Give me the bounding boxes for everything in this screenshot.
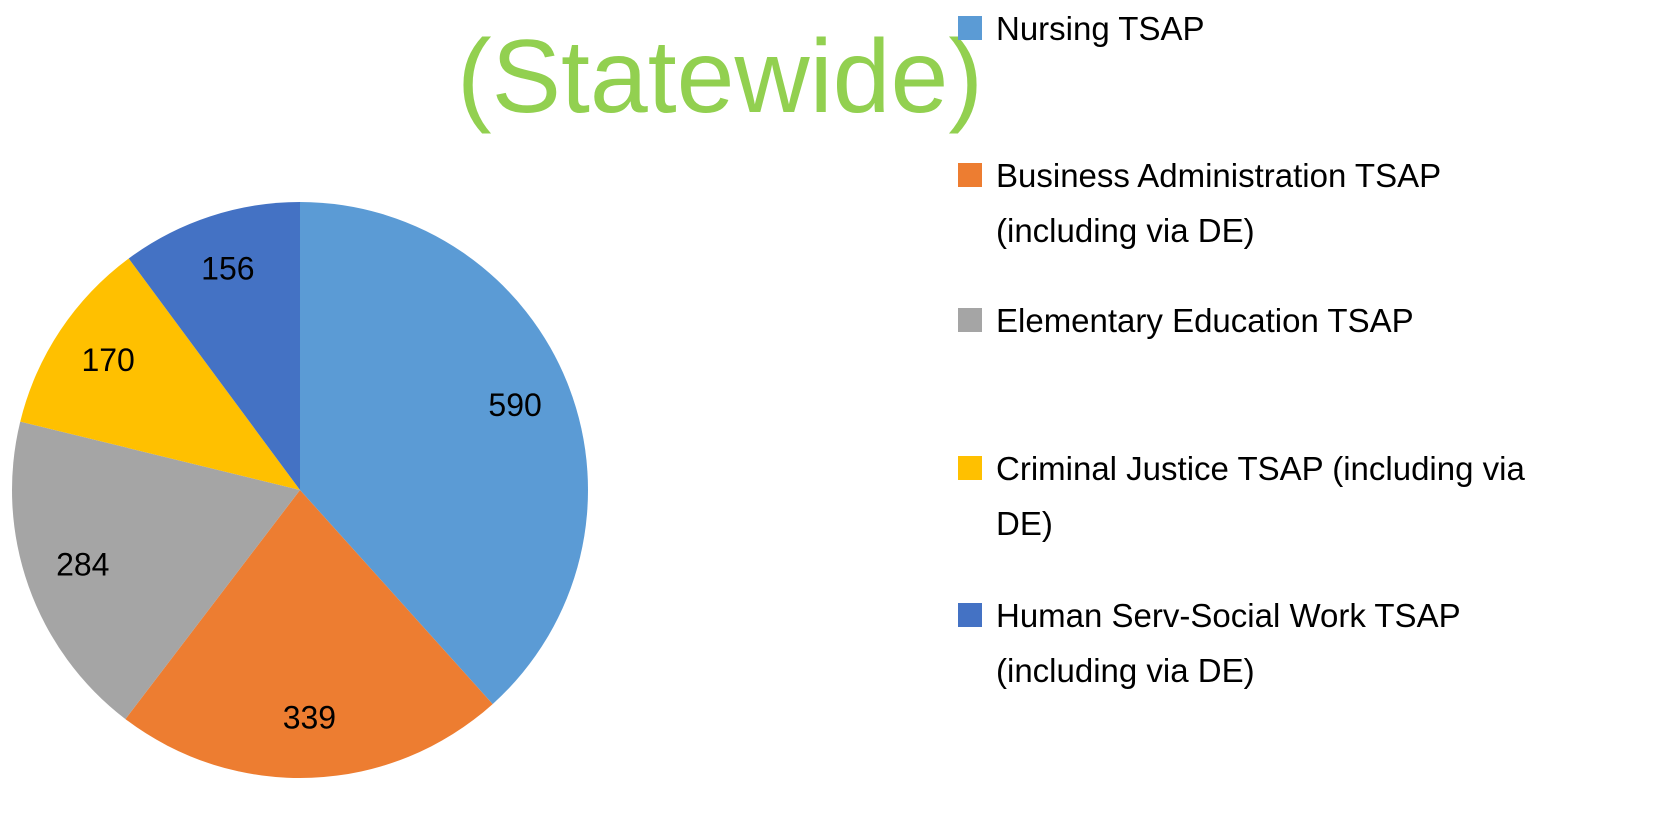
legend-item: Criminal Justice TSAP (including via DE) (958, 448, 1558, 551)
legend-swatch (958, 456, 982, 480)
data-label: 156 (201, 251, 254, 287)
data-label: 284 (56, 546, 109, 582)
data-label: 590 (488, 387, 541, 423)
pie-slice (12, 421, 301, 720)
legend-label: Nursing TSAP (996, 10, 1205, 47)
legend-swatch (958, 308, 982, 332)
legend-item: Human Serv-Social Work TSAP (including v… (958, 595, 1558, 698)
legend-item: Nursing TSAP (958, 8, 1558, 56)
pie-slice (128, 202, 300, 490)
chart-title: (Statewide) (457, 19, 983, 135)
legend-swatch (958, 16, 982, 40)
legend-label: Elementary Education TSAP (996, 302, 1414, 339)
legend-item: Business Administration TSAP (including … (958, 155, 1558, 258)
legend-swatch (958, 603, 982, 627)
legend-label: Criminal Justice TSAP (including via DE) (996, 450, 1525, 542)
legend-swatch (958, 163, 982, 187)
data-label: 339 (283, 700, 336, 736)
data-label: 170 (81, 342, 134, 378)
pie-slice (300, 202, 589, 705)
legend-label: Human Serv-Social Work TSAP (including v… (996, 597, 1460, 689)
pie-slice (125, 490, 493, 778)
legend-label: Business Administration TSAP (including … (996, 157, 1441, 249)
legend-item: Elementary Education TSAP (958, 300, 1558, 348)
pie-slice (20, 258, 301, 490)
